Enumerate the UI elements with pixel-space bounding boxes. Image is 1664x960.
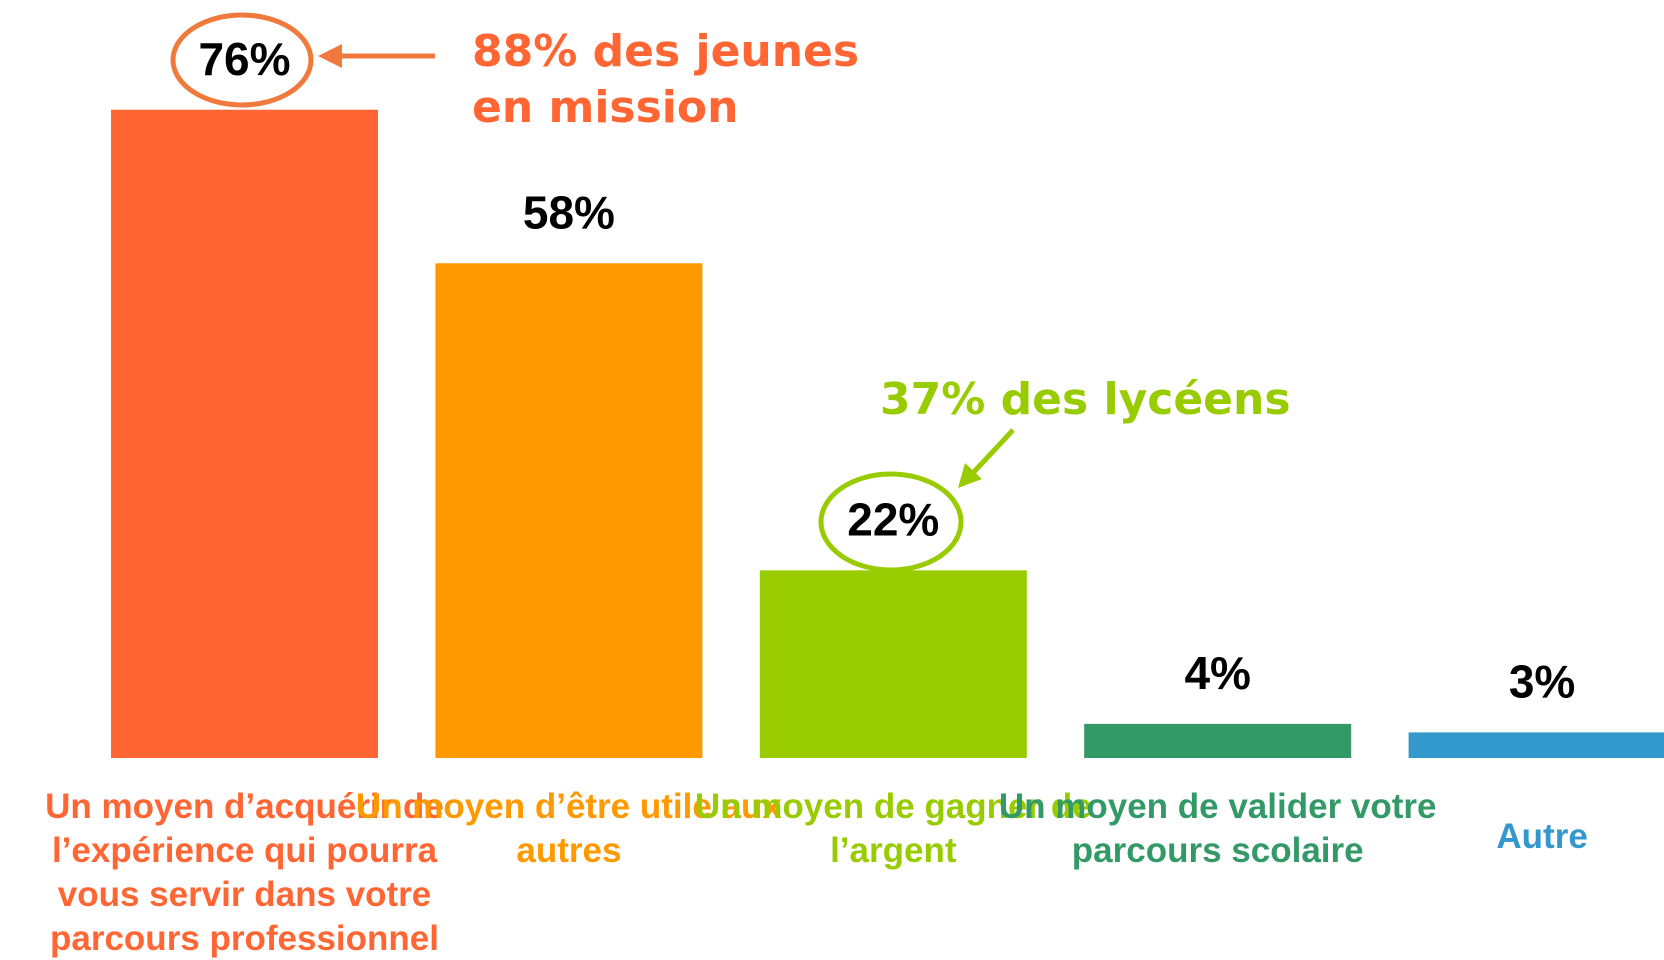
category-label: Autre <box>1496 817 1588 856</box>
arrow-head <box>318 44 342 68</box>
arrow-head <box>958 463 982 488</box>
value-label: 3% <box>1509 656 1575 708</box>
bar <box>1408 732 1664 758</box>
category-label: Un moyen de gagner de l’argent <box>694 787 1092 870</box>
value-label: 22% <box>847 493 939 545</box>
annotation: 88% des jeunes en mission <box>472 26 860 133</box>
bar <box>759 570 1027 758</box>
value-label: 58% <box>523 186 615 238</box>
bar <box>111 109 378 759</box>
highlight-ellipse <box>818 471 964 573</box>
highlight-ellipse <box>170 12 314 108</box>
category-label: Un moyen d’acquérir de l’expérience qui … <box>45 787 444 958</box>
value-label: 4% <box>1184 647 1250 699</box>
arrow <box>970 428 1015 476</box>
category-label: Un moyen de valider votre parcours scola… <box>998 787 1437 870</box>
annotation: 37% des lycéens <box>880 374 1291 425</box>
value-label: 76% <box>198 33 290 85</box>
category-label: Un moyen d’être utile aux autres <box>355 787 782 870</box>
bar <box>435 263 703 758</box>
bar <box>1084 723 1352 758</box>
